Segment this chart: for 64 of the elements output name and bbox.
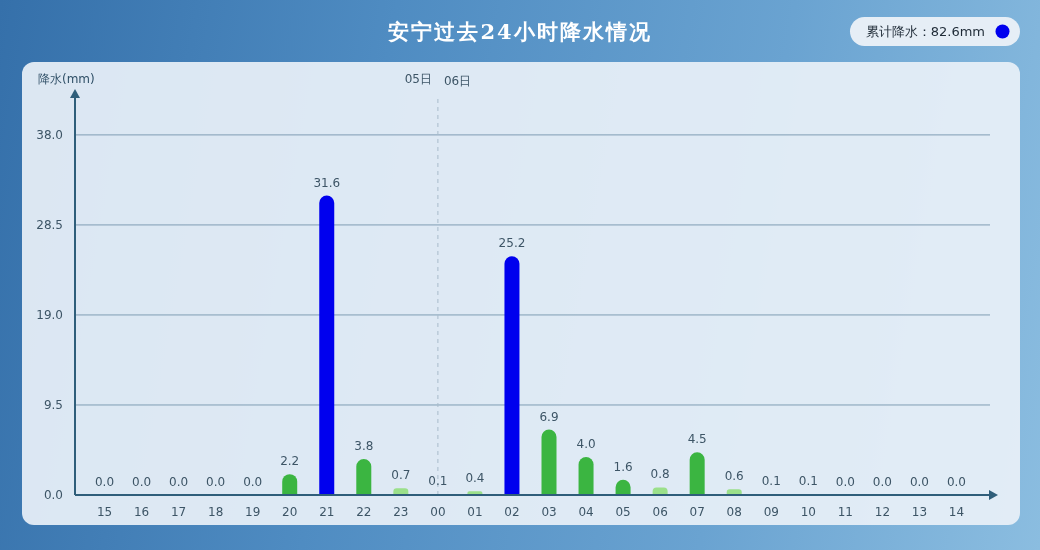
x-tick-label: 15 <box>96 504 113 519</box>
data-label: 0.0 <box>946 475 967 489</box>
data-label: 0.0 <box>835 475 855 489</box>
data-label: 0.1 <box>761 474 781 489</box>
data-label: 0.0 <box>909 475 929 489</box>
x-tick-label: 01 <box>467 504 483 519</box>
data-label: 0.0 <box>132 475 152 489</box>
x-tick-label: 23 <box>393 504 409 519</box>
data-label: 0.7 <box>391 468 411 483</box>
text: 累计降水：82.6mm <box>865 22 985 41</box>
text: 05日 <box>404 71 432 88</box>
x-tick-label: 03 <box>541 504 557 519</box>
y-tick-label: 0.0 <box>43 488 63 503</box>
data-label: 0.1 <box>798 474 818 489</box>
x-tick-label: 05 <box>615 504 631 519</box>
x-tick-label: 19 <box>245 504 261 519</box>
data-label: 3.8 <box>354 438 374 453</box>
data-label: 0.0 <box>169 475 189 489</box>
y-axis-title: 降水(mm) <box>38 71 95 88</box>
y-tick-label: 9.5 <box>43 398 63 413</box>
x-tick-label: 06 <box>652 504 668 519</box>
x-tick-label: 16 <box>133 504 150 519</box>
data-label: 25.2 <box>498 236 526 251</box>
bar <box>541 429 557 495</box>
x-tick-label: 02 <box>504 504 520 519</box>
data-label: 0.1 <box>428 474 448 489</box>
x-tick-label: 13 <box>911 504 928 519</box>
data-label: 2.2 <box>280 454 300 469</box>
x-tick-label: 00 <box>430 504 446 519</box>
data-label: 6.9 <box>539 409 559 424</box>
x-tick-label: 17 <box>170 504 187 519</box>
x-tick-label: 07 <box>689 504 705 519</box>
data-label: 0.0 <box>94 475 115 489</box>
ref-line-label: 06日 <box>443 74 472 88</box>
data-label: 0.0 <box>206 475 226 489</box>
x-tick-label: 21 <box>319 504 335 519</box>
y-tick-label: 38.0 <box>36 128 63 143</box>
data-label: 1.6 <box>613 459 633 474</box>
x-tick-label: 08 <box>726 504 742 519</box>
x-tick-label: 10 <box>800 504 816 519</box>
chart-title: 安宁过去24小时降水情况 <box>388 19 652 44</box>
x-tick-label: 22 <box>356 504 372 519</box>
data-label: 4.0 <box>576 437 596 452</box>
bar <box>356 458 372 495</box>
x-tick-label: 20 <box>282 504 298 519</box>
data-label: 0.6 <box>724 469 744 484</box>
data-label: 0.0 <box>243 475 263 489</box>
x-tick-label: 18 <box>208 504 224 519</box>
x-tick-label: 14 <box>948 504 965 519</box>
bar <box>319 195 335 495</box>
x-tick-label: 12 <box>874 504 891 519</box>
y-tick-label: 28.5 <box>36 218 63 233</box>
bar <box>578 457 594 495</box>
data-label: 0.4 <box>465 471 485 486</box>
x-tick-label: 04 <box>578 504 594 519</box>
x-tick-label: 11 <box>837 504 853 519</box>
bar <box>689 452 705 495</box>
bar <box>504 256 520 495</box>
x-tick-label: 09 <box>763 504 779 519</box>
data-label: 31.6 <box>313 175 341 190</box>
data-label: 0.0 <box>872 475 892 489</box>
data-label: 0.8 <box>650 467 670 482</box>
y-tick-label: 19.0 <box>36 308 63 323</box>
data-label: 4.5 <box>687 432 707 447</box>
